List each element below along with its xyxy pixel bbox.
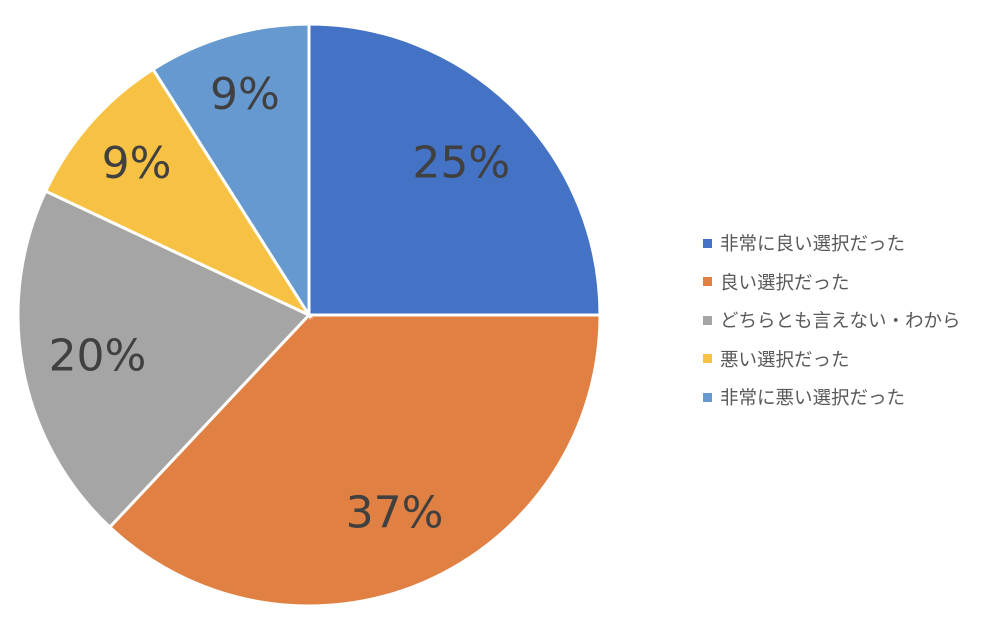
data-label: 20% [49, 330, 147, 381]
legend-label: 非常に良い選択だった [720, 234, 906, 256]
legend-item: どちらとも言えない・わから [703, 301, 961, 340]
data-label: 37% [346, 488, 444, 539]
data-label: 9% [210, 69, 280, 120]
pie-slice [43, 67, 314, 319]
legend-label: 非常に悪い選択だった [720, 388, 906, 410]
legend-swatch [703, 315, 712, 325]
legend-label: 良い選択だった [720, 272, 850, 294]
pie-slice [107, 313, 602, 608]
pie-slice [16, 189, 312, 530]
legend-swatch [703, 277, 712, 287]
data-label: 9% [102, 138, 172, 189]
legend-item: 非常に良い選択だった [703, 224, 961, 263]
legend-swatch [703, 354, 712, 364]
legend-item: 悪い選択だった [703, 340, 961, 379]
pie-slice [307, 22, 602, 317]
legend: 非常に良い選択だった 良い選択だった どちらとも言えない・わから 悪い選択だった… [703, 224, 961, 417]
legend-item: 良い選択だった [703, 263, 961, 302]
pie-slice [151, 22, 311, 321]
legend-item: 非常に悪い選択だった [703, 378, 961, 417]
legend-label: どちらとも言えない・わから [720, 311, 961, 333]
legend-swatch [703, 392, 712, 402]
data-label: 25% [412, 138, 510, 189]
legend-swatch [703, 238, 712, 248]
legend-label: 悪い選択だった [720, 349, 850, 371]
